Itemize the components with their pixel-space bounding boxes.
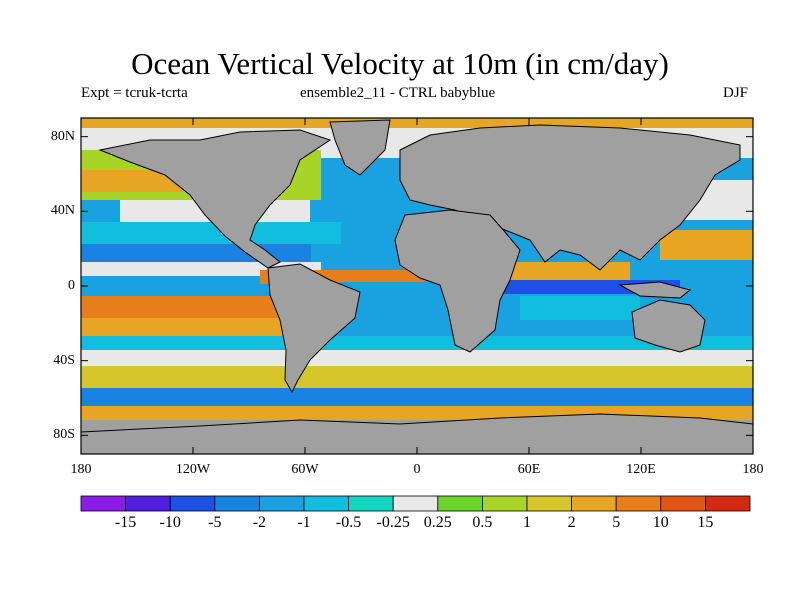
colorbar-swatch <box>80 495 126 512</box>
lon-label: 120W <box>175 462 211 477</box>
lat-label: 40S <box>53 352 75 368</box>
ensemble-label: ensemble2_11 - CTRL babyblue <box>300 85 496 101</box>
colorbar-swatch <box>169 495 216 512</box>
colorbar <box>80 495 751 512</box>
colorbar-swatch <box>392 495 439 512</box>
lon-label: 180 <box>70 462 92 477</box>
colorbar-label: 1 <box>523 514 531 531</box>
colorbar-label: -2 <box>252 514 267 531</box>
colorbar-swatch <box>303 495 349 512</box>
colorbar-label: 10 <box>652 514 669 531</box>
lat-label: 80S <box>53 427 75 443</box>
colorbar-swatch <box>258 495 305 512</box>
lon-label: 180 <box>742 462 764 477</box>
lon-label: 120E <box>626 462 656 477</box>
colorbar-swatch <box>125 495 171 512</box>
lon-label: 60W <box>291 462 319 477</box>
colorbar-label: 5 <box>612 514 621 531</box>
longitude-ticks <box>80 118 754 454</box>
colorbar-label: -1 <box>297 514 311 531</box>
colorbar-label: -10 <box>159 514 181 531</box>
colorbar-swatch <box>705 495 751 512</box>
colorbar-label: -0.25 <box>376 514 410 531</box>
experiment-label: Expt = tcruk-tcrta <box>81 85 188 101</box>
colorbar-label: 0.25 <box>423 514 452 531</box>
lat-label: 0 <box>68 278 75 293</box>
lat-label: 80N <box>50 128 75 144</box>
colorbar-label: -5 <box>208 514 222 531</box>
colorbar-swatch <box>348 495 394 512</box>
season-label: DJF <box>723 85 749 101</box>
colorbar-label: -0.5 <box>335 514 362 531</box>
colorbar-swatch <box>660 495 706 512</box>
colorbar-label: 0.5 <box>472 514 493 531</box>
colorbar-label: 2 <box>567 514 576 531</box>
colorbar-swatch <box>571 495 617 512</box>
colorbar-swatch <box>615 495 662 512</box>
colorbar-swatch <box>437 495 483 512</box>
colorbar-label: -15 <box>114 514 137 531</box>
lon-label: 60E <box>517 462 541 477</box>
lon-label: 0 <box>413 462 421 477</box>
colorbar-swatch <box>526 495 572 512</box>
map-title: Ocean Vertical Velocity at 10m (in cm/da… <box>131 46 669 81</box>
colorbar-swatch <box>481 495 528 512</box>
land-masses <box>81 119 753 454</box>
lat-label: 40N <box>50 203 75 219</box>
colorbar-label: 15 <box>697 514 714 531</box>
colorbar-swatch <box>214 495 260 512</box>
latitude-ticks <box>81 136 753 436</box>
